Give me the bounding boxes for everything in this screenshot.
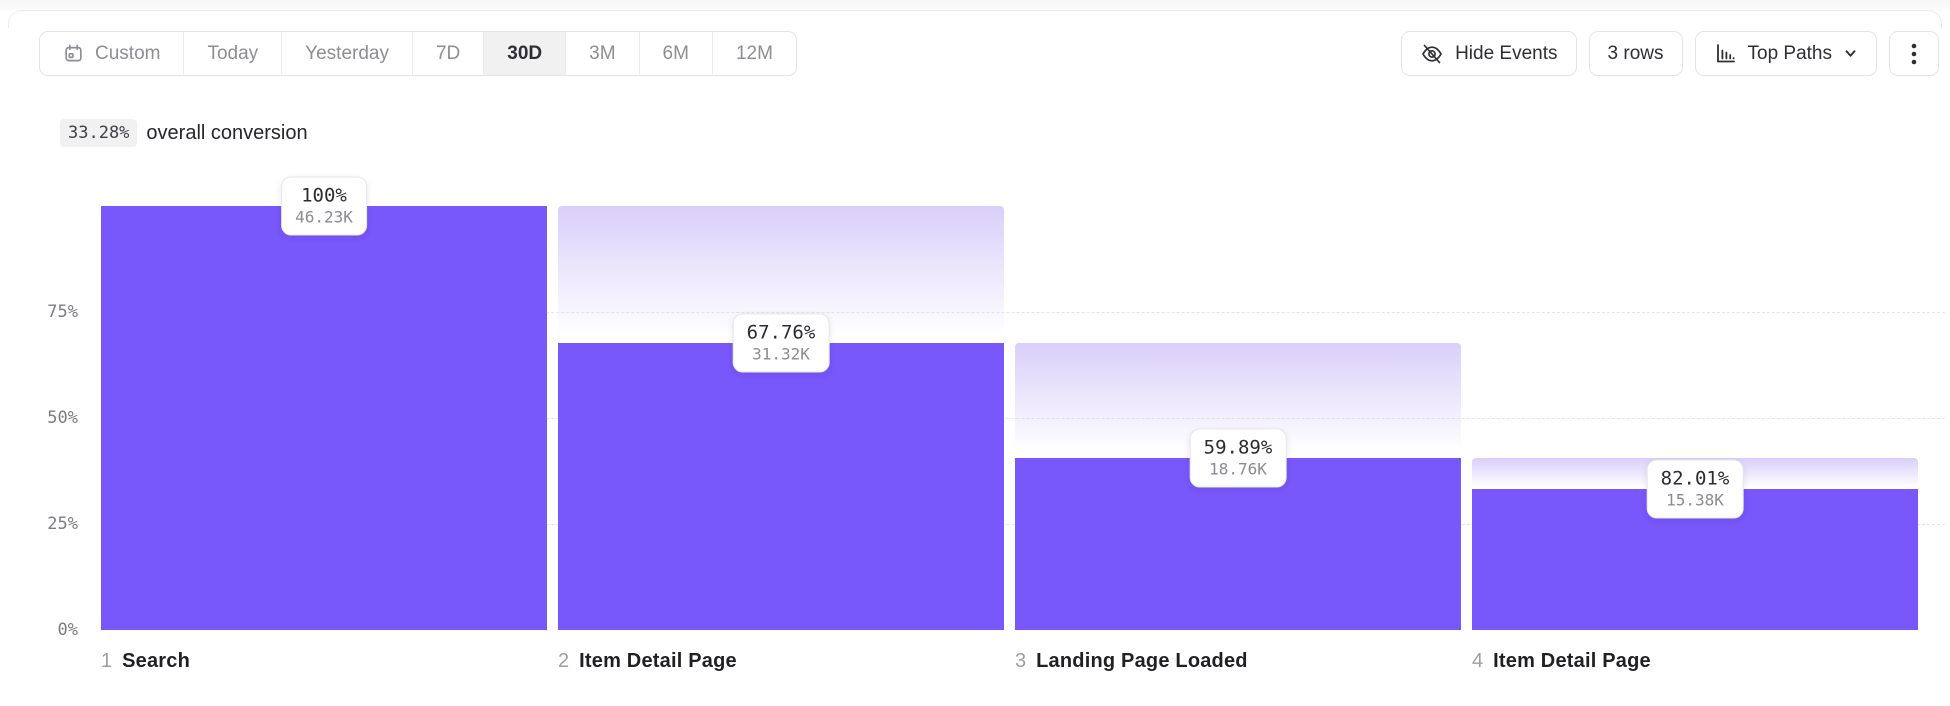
overall-conversion-summary: 33.28% overall conversion	[60, 119, 308, 147]
date-range-30d[interactable]: 30D	[484, 32, 567, 75]
funnel-step-tooltip: 100% 46.23K	[281, 176, 367, 236]
date-range-label: Yesterday	[305, 42, 389, 64]
step-count-value: 15.38K	[1666, 490, 1724, 510]
funnel-step-column: 59.89% 18.76K	[1015, 206, 1461, 630]
hide-events-label: Hide Events	[1455, 42, 1558, 64]
top-paths-label: Top Paths	[1747, 42, 1833, 64]
date-range-yesterday[interactable]: Yesterday	[282, 32, 413, 75]
funnel-columns: 100% 46.23K 67.76% 31.32K 59.89% 18.76K	[101, 176, 1918, 630]
step-conversion-value: 59.89%	[1203, 436, 1273, 459]
funnel-step-column: 67.76% 31.32K	[558, 206, 1004, 630]
top-paths-dropdown[interactable]: Top Paths	[1694, 31, 1877, 76]
step-name: Item Detail Page	[579, 650, 737, 672]
step-name: Item Detail Page	[1493, 650, 1651, 672]
bar-chart-icon	[1714, 42, 1737, 65]
date-range-segmented-control: Custom Today Yesterday 7D 30D 3M 6M 12M	[39, 31, 797, 76]
date-range-label: Today	[207, 42, 259, 64]
funnel-step-tooltip: 82.01% 15.38K	[1646, 459, 1744, 519]
funnel-step-column: 100% 46.23K	[101, 176, 547, 630]
funnel-bar[interactable]	[558, 342, 1004, 630]
date-range-7d[interactable]: 7D	[413, 32, 485, 75]
date-range-3m[interactable]: 3M	[566, 32, 640, 75]
step-conversion-value: 82.01%	[1660, 467, 1730, 490]
date-range-label: 30D	[507, 42, 543, 64]
date-range-label: 7D	[435, 42, 461, 64]
y-axis-tick: 0%	[57, 620, 78, 640]
step-conversion-value: 100%	[301, 184, 347, 207]
funnel-bar[interactable]	[101, 206, 547, 630]
date-range-label: 3M	[589, 42, 616, 64]
date-range-custom[interactable]: Custom	[40, 32, 185, 75]
step-count-value: 31.32K	[752, 344, 810, 364]
step-name: Landing Page Loaded	[1036, 650, 1248, 672]
funnel-step-column: 82.01% 15.38K	[1472, 206, 1918, 630]
date-range-label: 6M	[662, 42, 689, 64]
calendar-icon	[63, 43, 84, 64]
step-label: 4 Item Detail Page	[1472, 650, 1918, 673]
date-range-12m[interactable]: 12M	[713, 32, 796, 75]
y-axis-tick: 25%	[47, 514, 78, 534]
kebab-menu-icon	[1911, 42, 1917, 66]
step-label: 2 Item Detail Page	[558, 650, 1004, 673]
hide-events-button[interactable]: Hide Events	[1401, 31, 1577, 76]
step-number: 3	[1015, 650, 1027, 672]
page-top-band	[0, 0, 1950, 11]
chevron-down-icon	[1843, 46, 1858, 61]
funnel-chart: 75% 50% 25% 0% 100% 46.23K 67.76% 31.32K…	[0, 176, 1950, 640]
rows-count-button[interactable]: 3 rows	[1588, 31, 1683, 76]
overall-conversion-text: overall conversion	[146, 121, 308, 144]
step-name: Search	[122, 650, 191, 672]
rows-count-label: 3 rows	[1607, 42, 1664, 64]
step-conversion-value: 67.76%	[746, 321, 816, 344]
overall-conversion-value: 33.28%	[60, 119, 138, 147]
step-number: 2	[558, 650, 570, 672]
step-number: 4	[1472, 650, 1484, 672]
gridline	[101, 312, 1945, 313]
step-label: 1 Search	[101, 650, 547, 673]
date-range-label: 12M	[735, 42, 773, 64]
toolbar-actions: Hide Events 3 rows Top Paths	[1401, 31, 1939, 76]
step-label: 3 Landing Page Loaded	[1015, 650, 1461, 673]
funnel-step-tooltip: 59.89% 18.76K	[1189, 428, 1287, 488]
more-options-button[interactable]	[1889, 31, 1939, 76]
step-labels-row: 1 Search 2 Item Detail Page 3 Landing Pa…	[101, 650, 1918, 673]
date-range-6m[interactable]: 6M	[640, 32, 713, 75]
funnel-step-tooltip: 67.76% 31.32K	[732, 313, 830, 373]
step-count-value: 46.23K	[295, 207, 353, 227]
card-top-edge	[8, 10, 1942, 28]
step-count-value: 18.76K	[1209, 459, 1267, 479]
date-range-label: Custom	[95, 42, 161, 64]
eye-off-icon	[1420, 42, 1444, 66]
date-range-today[interactable]: Today	[184, 32, 283, 75]
y-axis-tick: 50%	[47, 408, 78, 428]
toolbar: Custom Today Yesterday 7D 30D 3M 6M 12M …	[39, 31, 1939, 76]
step-number: 1	[101, 650, 113, 672]
y-axis-tick: 75%	[47, 302, 78, 322]
